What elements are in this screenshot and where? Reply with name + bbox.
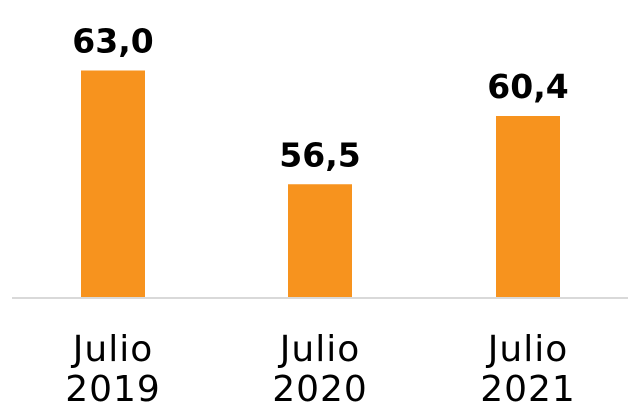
value-label: 63,0 [72, 22, 153, 61]
value-label: 56,5 [279, 135, 360, 174]
bar [288, 184, 352, 298]
x-tick-label: Julio 2021 [480, 329, 576, 410]
x-tick-label: Julio 2020 [272, 329, 368, 410]
bar [81, 70, 145, 298]
bar [496, 116, 560, 298]
x-tick-label: Julio 2019 [65, 329, 161, 410]
value-label: 60,4 [487, 67, 568, 106]
